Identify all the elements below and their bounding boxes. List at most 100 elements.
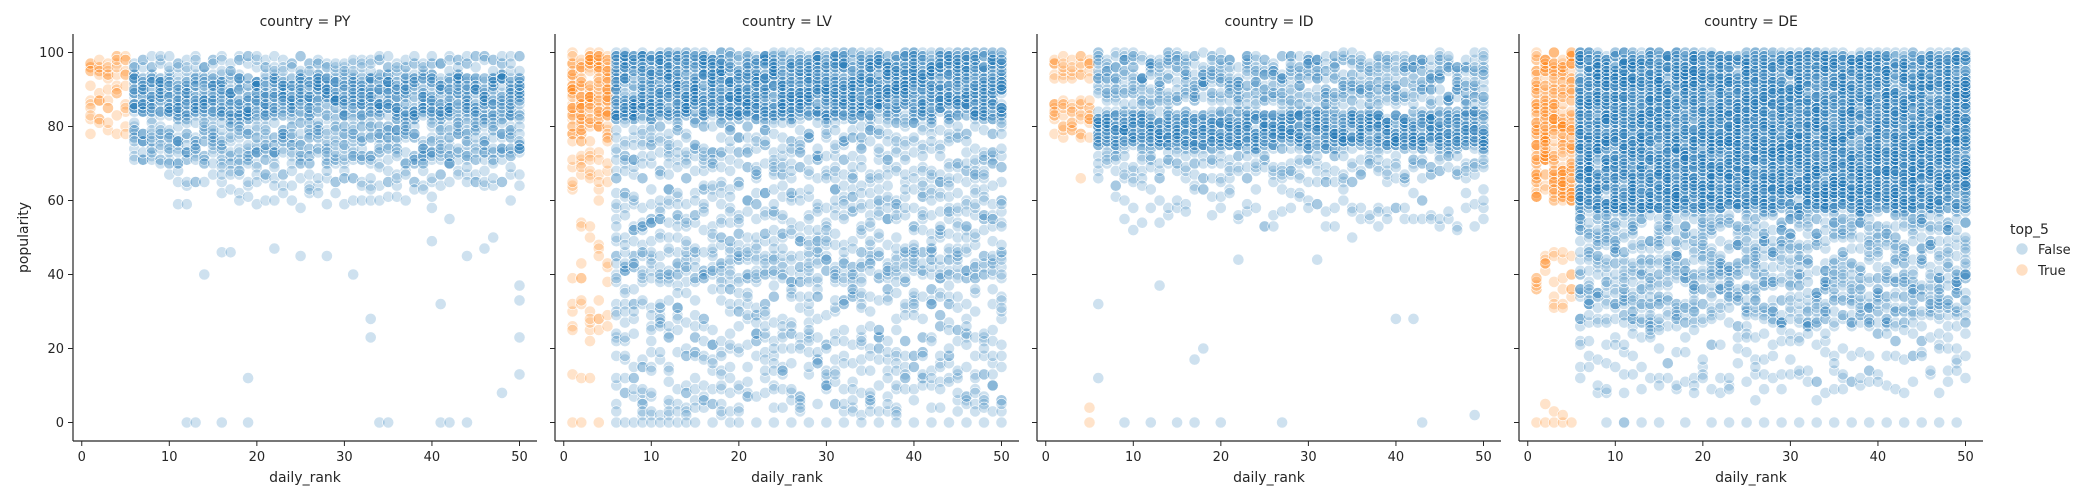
point-top5-false bbox=[811, 142, 824, 155]
point-top5-false bbox=[645, 183, 658, 196]
point-top5-false bbox=[741, 120, 754, 133]
point-top5-false bbox=[671, 187, 684, 199]
point-top5-false bbox=[128, 98, 141, 111]
point-top5-false bbox=[908, 131, 920, 144]
point-top5-false bbox=[513, 50, 526, 63]
point-top5-false bbox=[189, 79, 202, 92]
x-tick-label: 30 bbox=[336, 450, 353, 465]
point-top5-false bbox=[364, 183, 377, 196]
scatter-points bbox=[84, 50, 526, 429]
point-top5-false bbox=[163, 105, 176, 118]
point-top5-false bbox=[285, 164, 298, 177]
point-top5-false bbox=[785, 116, 798, 129]
panel-title: country = PY bbox=[260, 14, 351, 30]
point-top5-false bbox=[750, 198, 763, 211]
point-top5-false bbox=[425, 201, 438, 214]
y-axis-label: popularity bbox=[16, 202, 32, 273]
point-top5-false bbox=[242, 190, 254, 203]
point-top5-true bbox=[84, 127, 97, 140]
point-top5-false bbox=[364, 312, 377, 325]
point-top5-false bbox=[259, 124, 272, 137]
point-top5-false bbox=[487, 231, 500, 244]
point-top5-true bbox=[584, 135, 596, 148]
point-top5-true bbox=[102, 116, 114, 129]
point-top5-false bbox=[750, 164, 763, 177]
point-top5-false bbox=[873, 246, 885, 259]
point-top5-true bbox=[592, 250, 605, 262]
point-top5-false bbox=[662, 242, 675, 255]
point-top5-false bbox=[382, 416, 395, 429]
point-top5-false bbox=[899, 272, 912, 285]
point-top5-false bbox=[680, 235, 693, 248]
point-top5-true bbox=[575, 272, 588, 285]
point-top5-false bbox=[364, 172, 377, 185]
x-tick-label: 40 bbox=[424, 450, 441, 465]
point-top5-false bbox=[680, 157, 693, 170]
point-top5-true bbox=[592, 194, 605, 207]
point-top5-false bbox=[399, 157, 412, 170]
point-top5-false bbox=[759, 135, 771, 148]
point-top5-true bbox=[93, 68, 106, 81]
point-top5-false bbox=[180, 113, 193, 125]
point-top5-false bbox=[294, 50, 307, 63]
point-top5-false bbox=[513, 279, 526, 292]
point-top5-false bbox=[242, 372, 254, 384]
point-top5-true bbox=[102, 83, 114, 96]
point-top5-false bbox=[636, 246, 649, 259]
point-top5-false bbox=[934, 150, 947, 162]
point-top5-true bbox=[102, 102, 114, 114]
point-top5-false bbox=[513, 294, 526, 307]
point-top5-true bbox=[84, 113, 97, 125]
point-top5-false bbox=[277, 187, 289, 199]
point-top5-false bbox=[873, 142, 885, 155]
point-top5-false bbox=[172, 157, 184, 170]
point-top5-false bbox=[268, 242, 281, 255]
point-top5-false bbox=[724, 164, 736, 177]
point-top5-false bbox=[504, 161, 517, 174]
point-top5-false bbox=[925, 116, 938, 129]
point-top5-false bbox=[496, 176, 508, 188]
point-top5-false bbox=[399, 194, 412, 207]
point-top5-true bbox=[566, 176, 579, 188]
point-top5-false bbox=[425, 235, 438, 248]
point-top5-false bbox=[268, 194, 281, 207]
point-top5-false bbox=[163, 79, 176, 92]
point-top5-false bbox=[285, 194, 298, 207]
point-top5-false bbox=[513, 368, 526, 381]
point-top5-false bbox=[995, 161, 1008, 174]
point-top5-false bbox=[680, 172, 693, 185]
point-top5-false bbox=[855, 142, 868, 155]
point-top5-false bbox=[855, 275, 868, 288]
point-top5-false bbox=[820, 253, 833, 266]
point-top5-false bbox=[145, 76, 158, 88]
point-top5-false bbox=[627, 190, 640, 203]
point-top5-true bbox=[119, 54, 132, 66]
point-top5-false bbox=[461, 250, 473, 262]
point-top5-false bbox=[408, 127, 421, 140]
point-top5-false bbox=[137, 102, 149, 114]
point-top5-false bbox=[794, 146, 806, 159]
point-top5-false bbox=[268, 116, 281, 129]
point-top5-false bbox=[294, 250, 307, 262]
point-top5-false bbox=[434, 298, 447, 310]
x-tick-label: 0 bbox=[78, 450, 86, 465]
point-top5-false bbox=[242, 416, 254, 429]
point-top5-false bbox=[995, 46, 1008, 59]
point-top5-false bbox=[662, 168, 675, 181]
point-top5-false bbox=[995, 268, 1008, 281]
point-top5-true bbox=[584, 231, 596, 244]
x-axis-label: daily_rank bbox=[269, 470, 342, 486]
point-top5-true bbox=[119, 79, 132, 92]
point-top5-false bbox=[478, 242, 491, 255]
point-top5-false bbox=[627, 257, 640, 270]
point-top5-false bbox=[224, 246, 237, 259]
point-top5-false bbox=[469, 61, 482, 74]
facet-panels: country = PY0 10 20 30 40 50020406080100daily… bbox=[16, 14, 1983, 486]
point-top5-false bbox=[513, 94, 526, 107]
point-top5-false bbox=[137, 79, 149, 92]
point-top5-false bbox=[320, 164, 333, 177]
point-top5-false bbox=[425, 50, 438, 63]
point-top5-false bbox=[329, 187, 342, 199]
point-top5-false bbox=[303, 157, 316, 170]
